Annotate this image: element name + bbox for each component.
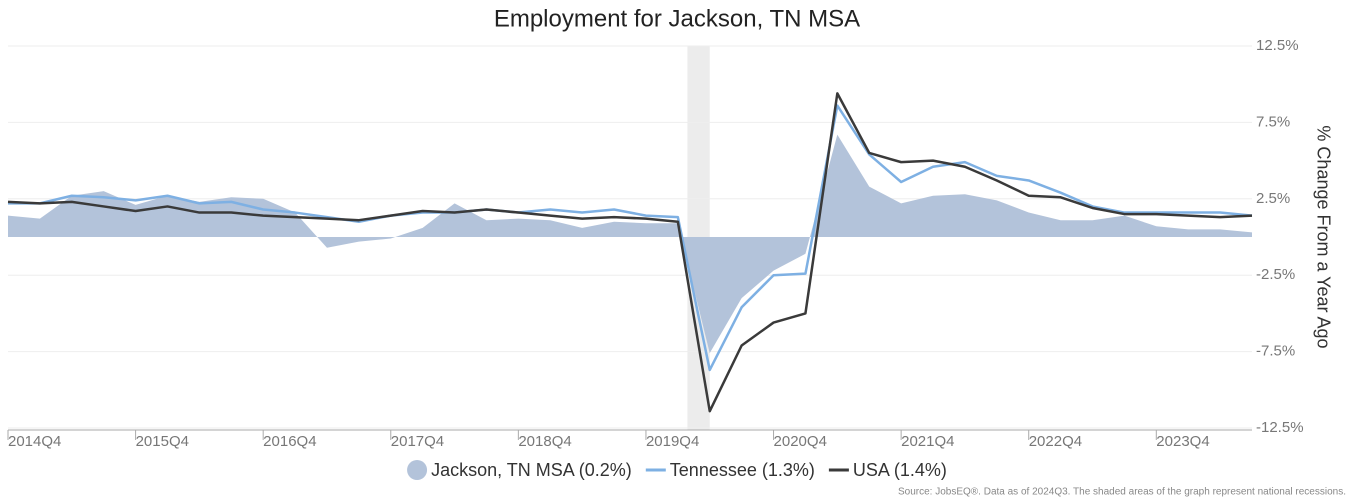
legend-label: USA (1.4%) — [853, 460, 947, 480]
legend-item: USA (1.4%) — [828, 460, 947, 480]
y-tick-label: 7.5% — [1256, 113, 1290, 130]
line — [8, 104, 1253, 372]
y-tick-label: -2.5% — [1256, 266, 1295, 283]
x-tick-label: 2016Q4 — [263, 433, 316, 450]
legend-item: Tennessee (1.3%) — [645, 460, 815, 480]
y-tick-label: 2.5% — [1256, 190, 1290, 207]
x-tick-label: 2020Q4 — [774, 433, 827, 450]
legend-marker — [407, 460, 428, 480]
y-axis-label: % Change From a Year Ago — [1313, 125, 1333, 348]
chart-title: Employment for Jackson, TN MSA — [494, 5, 860, 32]
x-tick-label: 2017Q4 — [391, 433, 444, 450]
x-tick-label: 2019Q4 — [646, 433, 699, 450]
legend: Jackson, TN MSA (0.2%) Tennessee (1.3%) US… — [407, 460, 947, 480]
source-note: Source: JobsEQ®. Data as of 2024Q3. The … — [898, 487, 1346, 498]
area — [8, 134, 1252, 354]
x-tick-label: 2022Q4 — [1029, 433, 1082, 450]
x-tick-label: 2015Q4 — [136, 433, 189, 450]
x-tick-label: 2018Q4 — [518, 433, 571, 450]
x-tick-label: 2014Q4 — [8, 433, 61, 450]
y-tick-label: -12.5% — [1256, 419, 1304, 436]
legend-label: Jackson, TN MSA (0.2%) — [431, 460, 632, 480]
line — [7, 92, 1253, 413]
x-tick-label: 2023Q4 — [1156, 433, 1209, 450]
y-tick-label: 12.5% — [1256, 37, 1299, 54]
legend-item: Jackson, TN MSA (0.2%) — [407, 460, 632, 480]
legend-label: Tennessee (1.3%) — [670, 460, 815, 480]
x-tick-label: 2021Q4 — [901, 433, 954, 450]
y-tick-label: -7.5% — [1256, 343, 1295, 360]
